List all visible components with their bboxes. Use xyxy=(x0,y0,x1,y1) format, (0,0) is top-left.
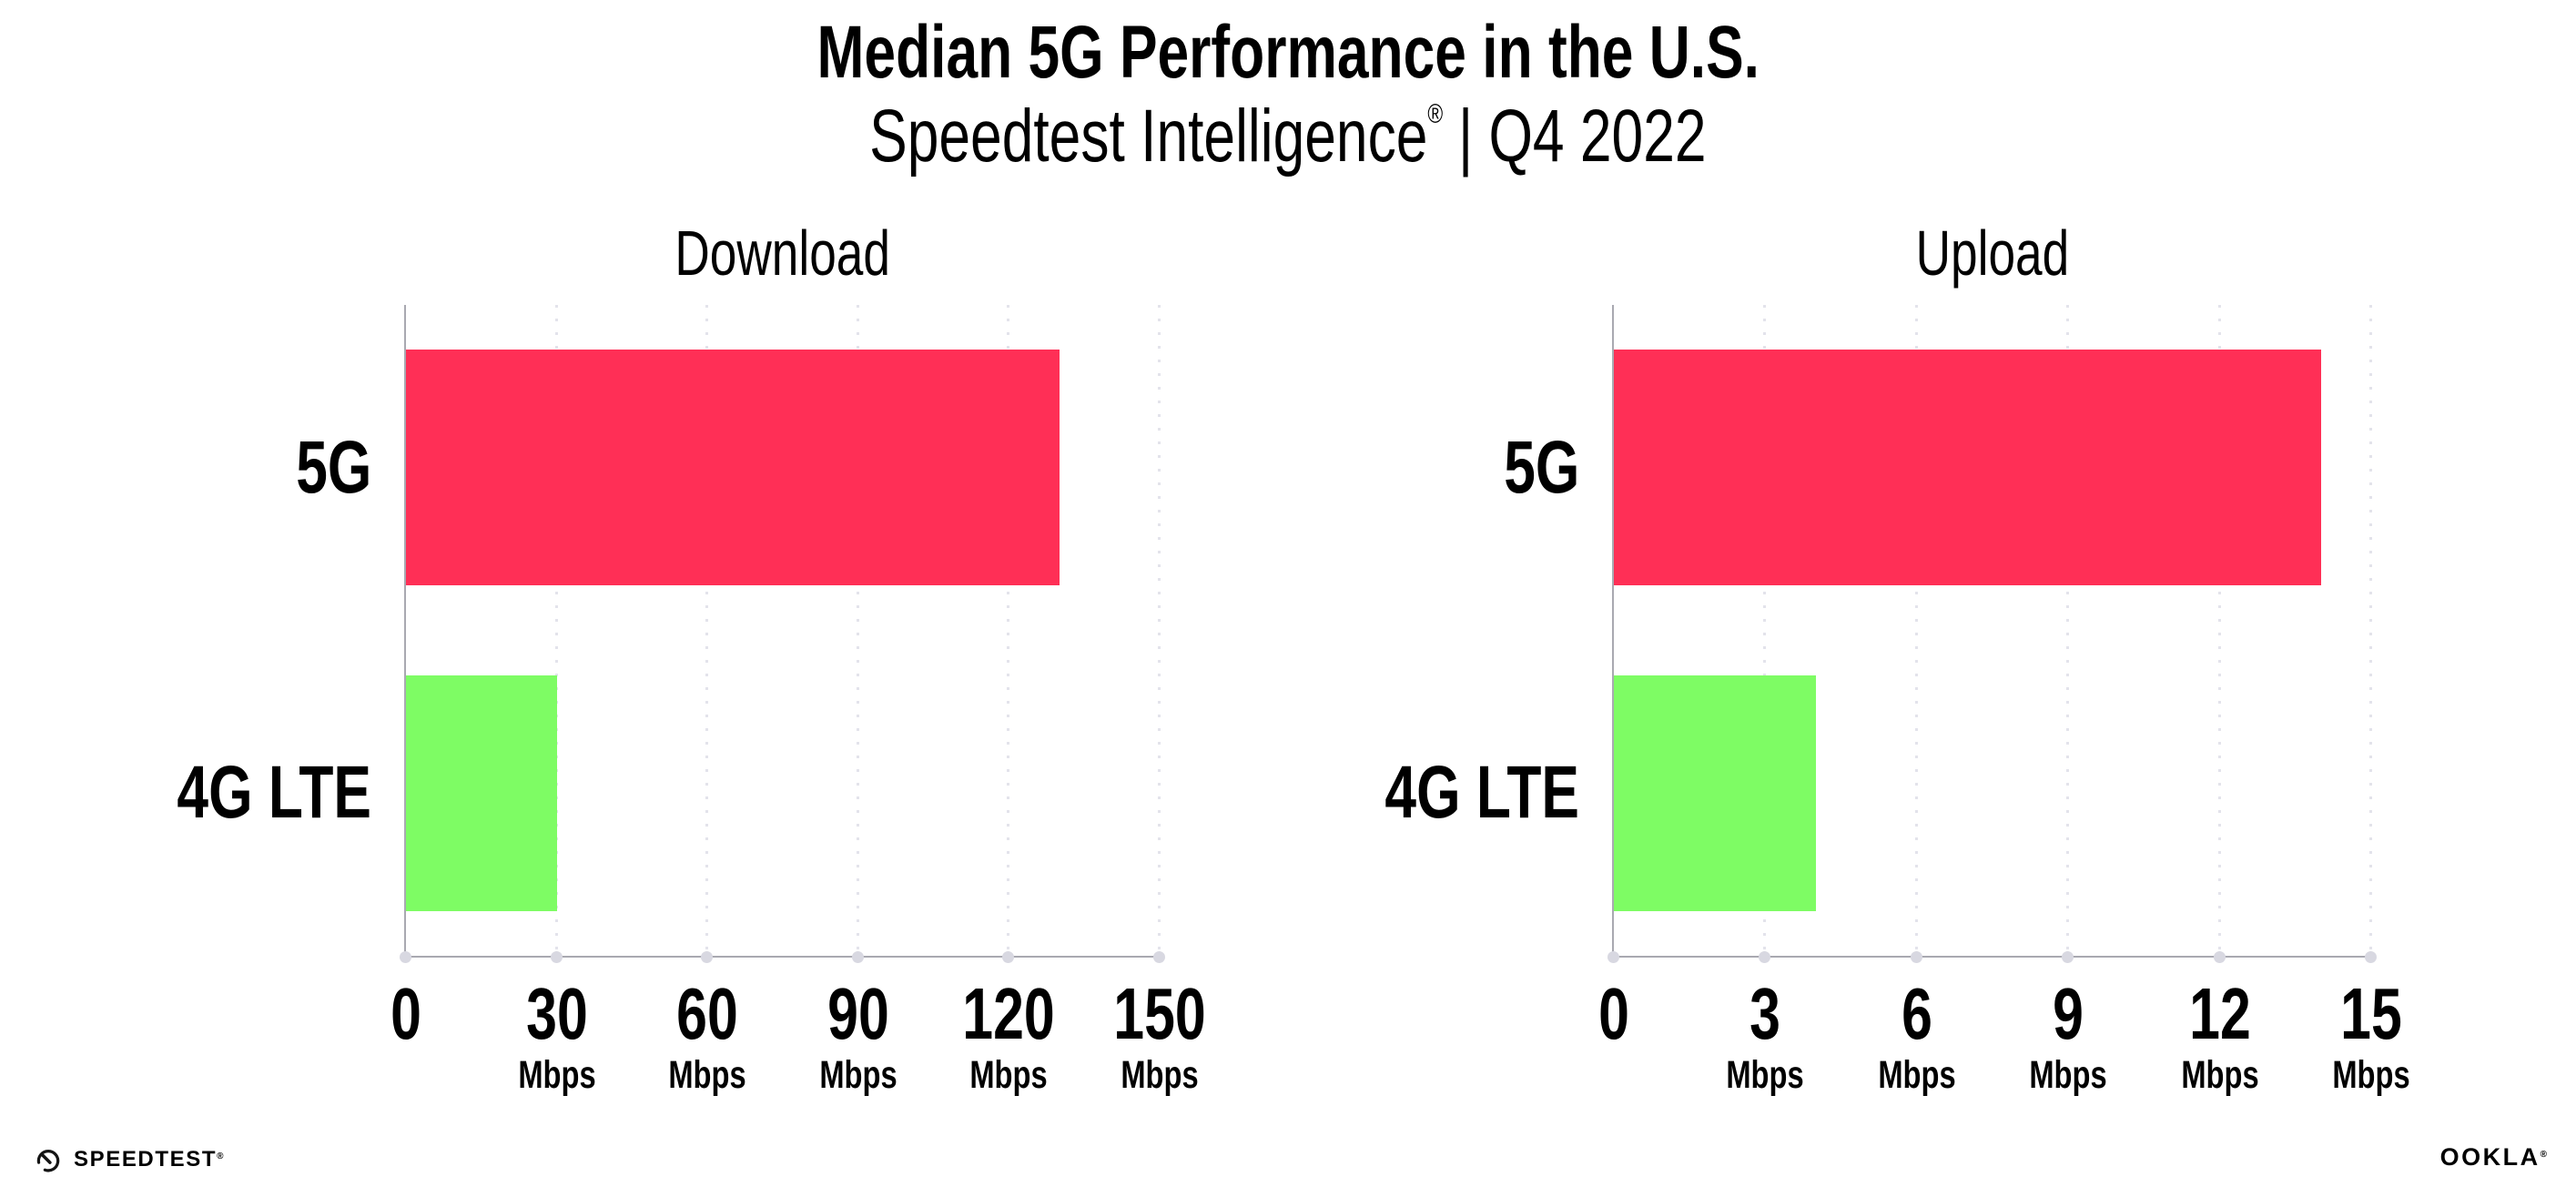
gridline xyxy=(1914,305,1918,956)
x-tick-unit: Mbps xyxy=(2029,1053,2107,1097)
x-tick-label: 0 xyxy=(386,973,427,1054)
page-subtitle: Speedtest Intelligence® | Q4 2022 xyxy=(0,91,2576,198)
upload-chart-title: Upload xyxy=(1614,210,2371,296)
x-tick-value: 0 xyxy=(390,973,421,1054)
axis-tick-dot xyxy=(1910,951,1922,963)
y-category-label: 5G xyxy=(1503,425,1579,509)
subtitle-brand: Speedtest Intelligence xyxy=(869,95,1428,178)
ookla-wordmark: OOKLA® xyxy=(2440,1143,2547,1172)
download-bar-4g-lte xyxy=(406,675,557,911)
upload-chart-title-text: Upload xyxy=(1915,218,2070,289)
gridline xyxy=(2369,305,2372,956)
x-tick-label: 12 Mbps xyxy=(2168,973,2270,1097)
x-tick-unit: Mbps xyxy=(668,1053,746,1097)
ookla-wordmark-text: OOKLA xyxy=(2439,1143,2541,1171)
y-category-label: 4G LTE xyxy=(1384,751,1579,835)
download-bar-5g xyxy=(406,350,1060,586)
gridline xyxy=(705,305,709,956)
speedtest-gauge-icon xyxy=(36,1150,60,1172)
x-tick-value: 15 xyxy=(2340,973,2402,1054)
axis-tick-dot xyxy=(550,951,563,963)
upload-bar-4g-lte xyxy=(1614,675,1816,911)
page-subtitle-text: Speedtest Intelligence® | Q4 2022 xyxy=(869,91,1706,198)
axis-tick-dot xyxy=(2062,951,2074,963)
speedtest-wordmark-text: SPEEDTEST xyxy=(74,1147,218,1172)
axis-tick-dot xyxy=(1002,951,1015,963)
speedtest-logo: SPEEDTEST® xyxy=(35,1136,223,1183)
axis-tick-dot xyxy=(1153,951,1165,963)
gridline xyxy=(1763,305,1767,956)
x-tick-unit: Mbps xyxy=(1878,1053,1956,1097)
download-chart-title-text: Download xyxy=(674,218,891,289)
download-chart-title: Download xyxy=(406,210,1160,296)
gridline xyxy=(554,305,558,956)
x-tick-unit: Mbps xyxy=(1726,1053,1805,1097)
ookla-registered-mark: ® xyxy=(2540,1150,2547,1160)
x-tick-value: 30 xyxy=(525,973,588,1054)
x-tick-value: 150 xyxy=(1113,973,1206,1054)
x-tick-unit: Mbps xyxy=(517,1053,596,1097)
x-tick-unit: Mbps xyxy=(2332,1053,2410,1097)
registered-mark: ® xyxy=(1427,99,1444,129)
gridline xyxy=(2066,305,2070,956)
gridline xyxy=(1158,305,1161,956)
axis-tick-dot xyxy=(1607,951,1619,963)
x-tick-label: 15 Mbps xyxy=(2320,973,2422,1097)
x-tick-label: 6 Mbps xyxy=(1866,973,1968,1097)
x-tick-value: 9 xyxy=(2053,973,2084,1054)
x-tick-label: 90 Mbps xyxy=(807,973,909,1097)
axis-tick-dot xyxy=(2365,951,2377,963)
x-tick-value: 90 xyxy=(827,973,889,1054)
x-tick-label: 0 xyxy=(1594,973,1635,1054)
x-tick-label: 150 Mbps xyxy=(1099,973,1220,1097)
x-tick-unit: Mbps xyxy=(969,1053,1049,1097)
x-tick-value: 6 xyxy=(1901,973,1932,1054)
y-category-label: 5G xyxy=(295,425,371,509)
x-tick-label: 120 Mbps xyxy=(948,973,1070,1097)
axis-tick-dot xyxy=(1759,951,1771,963)
gridline xyxy=(856,305,859,956)
axis-tick-dot xyxy=(400,951,411,963)
x-tick-unit: Mbps xyxy=(1121,1053,1199,1097)
y-category-label: 4G LTE xyxy=(177,751,371,835)
x-tick-value: 0 xyxy=(1598,973,1629,1054)
speedtest-registered-mark: ® xyxy=(217,1151,224,1161)
subtitle-quarter: | Q4 2022 xyxy=(1458,95,1707,178)
axis-tick-dot xyxy=(2213,951,2226,963)
speedtest-wordmark: SPEEDTEST® xyxy=(74,1147,223,1172)
x-tick-unit: Mbps xyxy=(819,1053,898,1097)
gridline xyxy=(2217,305,2221,956)
x-tick-unit: Mbps xyxy=(2180,1053,2259,1097)
x-tick-label: 60 Mbps xyxy=(656,973,758,1097)
download-chart: Download 0 30 Mbps 60 Mbps 90 Mbps 120 Mbps 150 Mb… xyxy=(177,218,1205,1096)
x-tick-value: 3 xyxy=(1749,973,1781,1054)
upload-bar-5g xyxy=(1614,350,2321,586)
x-tick-value: 12 xyxy=(2188,973,2251,1054)
gridline xyxy=(1007,305,1010,956)
page-title-text: Median 5G Performance in the U.S. xyxy=(816,11,1760,94)
x-tick-label: 3 Mbps xyxy=(1714,973,1816,1097)
x-tick-label: 9 Mbps xyxy=(2017,973,2119,1097)
x-tick-label: 30 Mbps xyxy=(505,973,607,1097)
axis-tick-dot xyxy=(701,951,714,963)
axis-tick-dot xyxy=(851,951,864,963)
x-tick-value: 60 xyxy=(676,973,738,1054)
x-tick-value: 120 xyxy=(962,973,1056,1054)
upload-chart: Upload 0 3 Mbps 6 Mbps 9 Mbps 12 Mbps 15 Mbps 5G 4G … xyxy=(1384,218,2409,1096)
page-title: Median 5G Performance in the U.S. xyxy=(0,9,2576,96)
